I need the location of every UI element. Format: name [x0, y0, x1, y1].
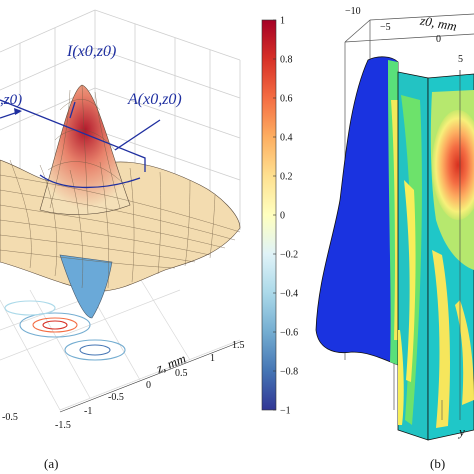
y-axis-label: y — [457, 424, 465, 439]
z-tick-0: -1.5 — [55, 420, 71, 431]
panel-b-top-axis: −10 −5 0 5 z0, mm — [345, 6, 463, 65]
z-tick-3: 0 — [146, 380, 151, 391]
amplitude-annotation: A(x0,z0) — [127, 91, 182, 108]
panel-b-volume — [315, 56, 399, 366]
panel-a-blue-marks — [0, 99, 161, 189]
amplitude-pointer — [114, 119, 161, 151]
colorbar-tick-label: −0.6 — [280, 328, 298, 339]
panel-b-slice-front — [397, 71, 429, 441]
intensity-annotation: I(x0,z0) — [66, 43, 116, 60]
z-axis: -1.5 -1 -0.5 0 0.5 1 1.5 z, mm -0.5 — [2, 340, 245, 431]
z0-tick-0: −10 — [345, 6, 361, 17]
colorbar: 1 0.8 0.6 0.4 0.2 0 −0.2 −0.4 −0.6 −0.8 −1 — [261, 16, 298, 417]
z0-tick-3: 5 — [458, 54, 463, 65]
colorbar-tick-label: −0.2 — [280, 250, 298, 261]
intensity-pointer — [69, 101, 76, 119]
colorbar-tick-label: −0.8 — [280, 367, 298, 378]
z0-axis-label: z0, mm — [418, 12, 458, 33]
panel-b-label: (b) — [430, 456, 445, 471]
panel-b-slice-rear — [427, 70, 474, 441]
colorbar-tick-label: 0.4 — [280, 133, 293, 144]
z0-tick-2: 0 — [436, 34, 441, 45]
colorbar-tick-label: 0 — [280, 211, 285, 222]
colorbar-tick-label: 0.8 — [280, 55, 293, 66]
x-tick-0: -0.5 — [2, 412, 18, 423]
z-tick-1: -1 — [84, 406, 92, 417]
panel-b: −10 −5 0 5 z0, mm y (b) — [315, 6, 474, 471]
panel-a-label: (a) — [44, 456, 58, 471]
panel-a-surface — [0, 84, 241, 319]
colorbar-tick-label: −1 — [280, 406, 291, 417]
colorbar-tick-label: 0.6 — [280, 94, 293, 105]
colorbar-tick-label: −0.4 — [280, 289, 298, 300]
z-tick-4: 0.5 — [175, 368, 188, 379]
colorbar-tick-label: 0.2 — [280, 172, 293, 183]
left-arrow-head — [14, 108, 22, 115]
panel-a-contours — [4, 300, 126, 361]
z-tick-5: 1 — [210, 353, 215, 364]
z-tick-2: -0.5 — [108, 392, 124, 403]
z0-tick-1: −5 — [380, 22, 391, 33]
profile-cut-line — [0, 99, 146, 172]
colorbar-ticks: 1 0.8 0.6 0.4 0.2 0 −0.2 −0.4 −0.6 −0.8 −1 — [273, 16, 298, 417]
profile-curve — [39, 174, 141, 189]
colorbar-tick-label: 1 — [280, 16, 285, 27]
panel-a: ,z0) I(x0,z0) A(x0,z0) -1.5 -1 -0.5 0 0.… — [0, 9, 245, 471]
z-tick-6: 1.5 — [232, 340, 245, 351]
partial-annotation: ,z0) — [0, 92, 22, 108]
